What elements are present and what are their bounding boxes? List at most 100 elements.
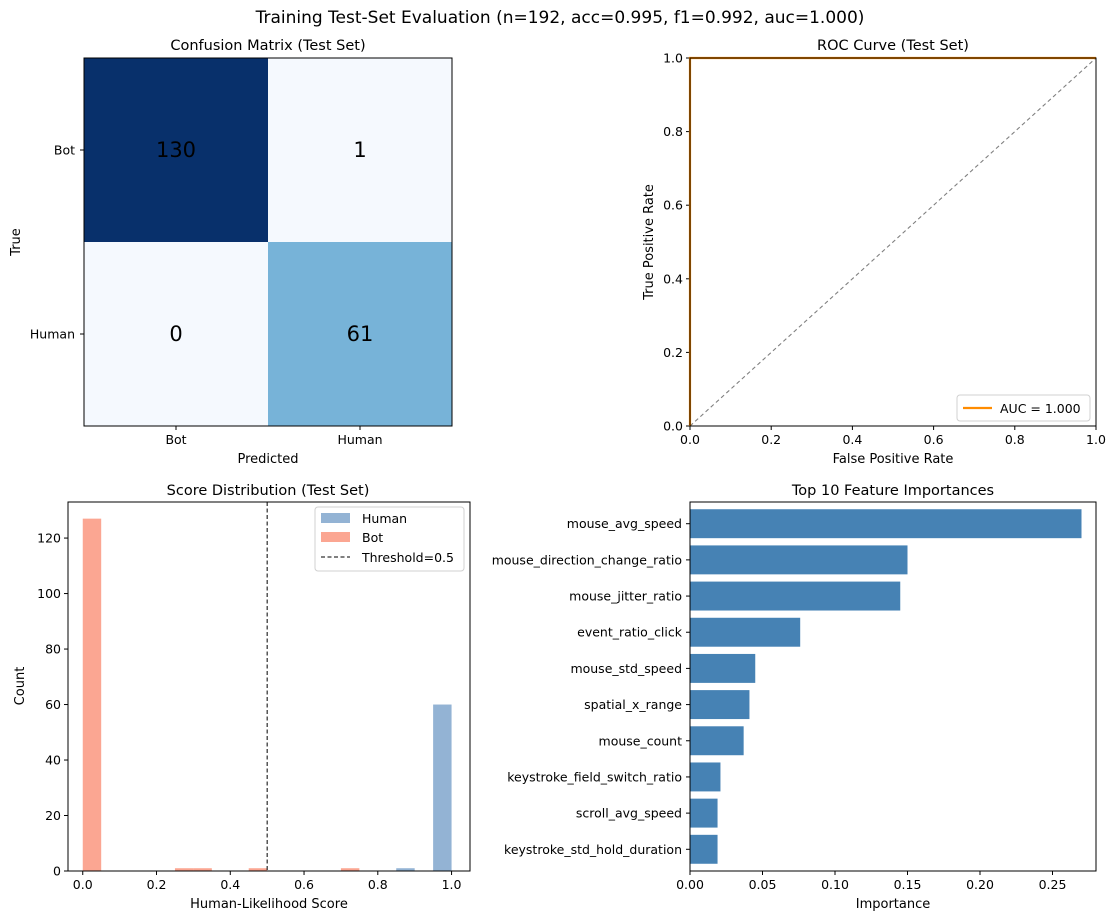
histogram-bar-bot bbox=[193, 868, 212, 871]
roc-xtick-label: 0.8 bbox=[1005, 432, 1025, 447]
histogram-legend-box bbox=[314, 506, 465, 572]
feature-importance-ticks: 0.00 0.05 0.10 0.15 0.20 0.25 mouse_avg_speedm… bbox=[492, 516, 1067, 892]
confusion-cell-1-0 bbox=[84, 242, 268, 426]
feature-bar bbox=[690, 617, 801, 647]
feature-label: mouse_count bbox=[599, 733, 683, 748]
confusion-cell-label-1-0: 0 bbox=[169, 322, 182, 346]
feature-importance-frame bbox=[689, 501, 1097, 872]
feature-bar bbox=[690, 545, 908, 575]
feature-bar bbox=[690, 798, 718, 828]
histogram-xlabel: Human-Likelihood Score bbox=[190, 897, 348, 912]
roc-panel: ROC Curve (Test Set) 0.0 0.2 0.4 0.6 0.8 1.0 0… bbox=[642, 38, 1106, 467]
roc-ytick-label: 1.0 bbox=[663, 51, 683, 66]
histogram-xtick-label: 0.4 bbox=[220, 877, 240, 892]
feature-label: keystroke_std_hold_duration bbox=[504, 842, 682, 857]
confusion-cell-0-1 bbox=[268, 58, 452, 242]
feature-importance-bars bbox=[690, 509, 1082, 864]
histogram-xtick-label: 0.2 bbox=[147, 877, 167, 892]
roc-legend-box bbox=[956, 394, 1091, 422]
roc-ylabel: True Positive Rate bbox=[642, 184, 657, 301]
roc-legend: AUC = 1.000 bbox=[956, 394, 1091, 422]
histogram-xtick-label: 0.6 bbox=[294, 877, 314, 892]
roc-xtick-label: 0.2 bbox=[761, 432, 781, 447]
confusion-matrix-panel: Confusion Matrix (Test Set) 130 1 0 61 Bot H… bbox=[9, 38, 453, 467]
feature-xtick-label: 0.00 bbox=[676, 877, 704, 892]
feature-xtick-label: 0.05 bbox=[749, 877, 777, 892]
confusion-ytick-label: Bot bbox=[54, 143, 75, 158]
score-distribution-panel: Score Distribution (Test Set) 0.0 0.2 0.4 0… bbox=[13, 483, 471, 912]
feature-bar bbox=[690, 581, 901, 611]
roc-diagonal-line bbox=[689, 57, 1097, 427]
feature-bar bbox=[690, 726, 744, 756]
figure-suptitle: Training Test-Set Evaluation (n=192, acc… bbox=[255, 8, 865, 28]
histogram-ytick-label: 120 bbox=[37, 531, 61, 546]
feature-bar bbox=[690, 834, 718, 864]
confusion-matrix-cells: 130 1 0 61 bbox=[84, 58, 452, 426]
feature-label: mouse_jitter_ratio bbox=[569, 589, 682, 604]
legend-label-threshold: Threshold=0.5 bbox=[361, 550, 454, 565]
feature-label: mouse_avg_speed bbox=[567, 516, 682, 531]
feature-label: event_ratio_click bbox=[577, 625, 683, 640]
roc-ytick-label: 0.6 bbox=[663, 198, 683, 213]
confusion-cell-label-0-0: 130 bbox=[156, 138, 196, 162]
histogram-xtick-label: 1.0 bbox=[442, 877, 462, 892]
roc-ytick-label: 0.4 bbox=[663, 271, 683, 286]
feature-bar bbox=[690, 509, 1082, 539]
feature-label: scroll_avg_speed bbox=[576, 806, 682, 821]
histogram-bar-human bbox=[433, 704, 452, 871]
feature-xtick-label: 0.25 bbox=[1039, 877, 1067, 892]
roc-ytick-label: 0.0 bbox=[663, 419, 683, 434]
feature-xtick-label: 0.20 bbox=[966, 877, 994, 892]
feature-xtick-label: 0.15 bbox=[894, 877, 922, 892]
confusion-matrix-frame bbox=[83, 57, 453, 427]
roc-plot bbox=[688, 56, 1097, 427]
histogram-bar-human bbox=[396, 868, 415, 871]
histogram-xtick-label: 0.8 bbox=[368, 877, 388, 892]
confusion-cell-0-0 bbox=[84, 58, 268, 242]
confusion-matrix-ticks: Bot Human Bot Human bbox=[30, 143, 383, 448]
legend-swatch-bot bbox=[321, 532, 350, 542]
feature-importance-title: Top 10 Feature Importances bbox=[791, 483, 994, 499]
confusion-matrix-ylabel: True bbox=[9, 228, 24, 257]
histogram-ylabel: Count bbox=[13, 667, 28, 706]
roc-xtick-label: 1.0 bbox=[1086, 432, 1106, 447]
confusion-xtick-label: Bot bbox=[165, 432, 186, 447]
histogram-ytick-label: 40 bbox=[45, 753, 61, 768]
histogram-ytick-label: 60 bbox=[45, 697, 61, 712]
legend-label-human: Human bbox=[362, 511, 407, 526]
feature-label: spatial_x_range bbox=[584, 697, 682, 712]
feature-bar bbox=[690, 653, 756, 683]
feature-bar bbox=[690, 690, 750, 720]
roc-ytick-label: 0.8 bbox=[663, 124, 683, 139]
histogram-bar-bot bbox=[248, 868, 268, 871]
histogram-ytick-label: 100 bbox=[37, 586, 61, 601]
confusion-matrix-xlabel: Predicted bbox=[237, 452, 298, 467]
histogram-bar-bot bbox=[340, 868, 360, 871]
histogram-frame bbox=[67, 501, 471, 872]
legend-swatch-human bbox=[321, 513, 350, 523]
roc-xlabel: False Positive Rate bbox=[833, 452, 954, 467]
confusion-xtick-label: Human bbox=[337, 432, 382, 447]
legend-label-bot: Bot bbox=[362, 530, 383, 545]
histogram-bar-bot bbox=[174, 868, 194, 871]
confusion-matrix-title: Confusion Matrix (Test Set) bbox=[170, 38, 365, 54]
feature-importance-panel: Top 10 Feature Importances 0.00 0.05 0.10 0… bbox=[492, 483, 1097, 912]
feature-label: keystroke_field_switch_ratio bbox=[507, 769, 682, 784]
confusion-cell-1-1 bbox=[268, 242, 452, 426]
roc-title: ROC Curve (Test Set) bbox=[817, 38, 969, 54]
feature-xtick-label: 0.10 bbox=[821, 877, 849, 892]
roc-xtick-label: 0.4 bbox=[842, 432, 862, 447]
feature-importance-xlabel: Importance bbox=[856, 897, 931, 912]
histogram-bar-bot bbox=[82, 518, 102, 871]
confusion-cell-label-0-1: 1 bbox=[353, 138, 366, 162]
histogram-xtick-label: 0.0 bbox=[73, 877, 93, 892]
roc-frame bbox=[689, 57, 1097, 427]
roc-legend-label: AUC = 1.000 bbox=[1000, 401, 1081, 416]
histogram-ytick-label: 0 bbox=[53, 864, 61, 879]
feature-label: mouse_direction_change_ratio bbox=[492, 552, 682, 567]
histogram-plot bbox=[82, 502, 452, 871]
histogram-ytick-label: 80 bbox=[45, 642, 61, 657]
histogram-legend: Human Bot Threshold=0.5 bbox=[314, 506, 465, 572]
feature-bar bbox=[690, 762, 721, 792]
